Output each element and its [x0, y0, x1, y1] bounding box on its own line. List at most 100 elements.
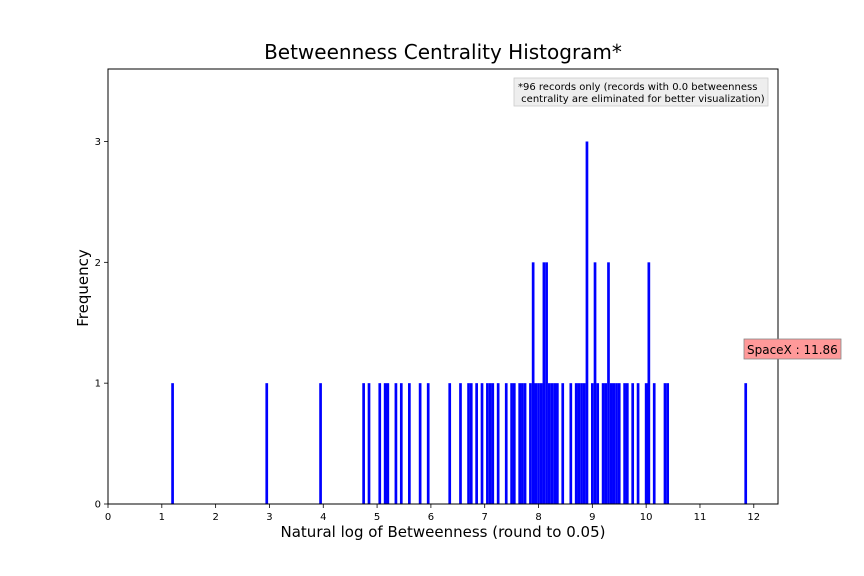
histogram-bar [448, 383, 452, 504]
x-tick-label: 8 [535, 512, 541, 523]
histogram-bar [569, 383, 573, 504]
histogram-bar [545, 262, 548, 504]
histogram-bar [550, 383, 554, 504]
histogram-bar [319, 383, 322, 504]
histogram-bar [537, 383, 540, 504]
histogram-bar [666, 383, 670, 504]
histogram-bar [491, 383, 495, 504]
x-tick-label: 0 [105, 512, 111, 523]
x-tick-label: 5 [374, 512, 380, 523]
histogram-bar [378, 383, 382, 504]
spacex-callout-text: SpaceX : 11.86 [747, 343, 838, 357]
histogram-bar [663, 383, 667, 504]
histogram-bar [615, 383, 618, 504]
histogram-bar [577, 383, 581, 504]
histogram-bar [496, 383, 500, 504]
histogram-bar [504, 383, 508, 504]
x-tick-label: 7 [482, 512, 488, 523]
x-axis-ticks: 0 1 2 3 4 5 6 7 8 9 10 11 12 [105, 504, 760, 523]
histogram-bar [486, 383, 489, 504]
histogram-bar [596, 383, 600, 504]
histogram-bar [529, 383, 532, 504]
histogram-bar [488, 383, 492, 504]
chart-title: Betweenness Centrality Histogram* [264, 40, 622, 64]
y-axis-ticks: 0 1 2 3 [95, 137, 108, 511]
histogram-bar [521, 383, 524, 504]
histogram-bar [386, 383, 390, 504]
histogram-bar [459, 383, 462, 504]
x-tick-label: 11 [694, 512, 707, 523]
histogram-bar [612, 383, 616, 504]
histogram-bar [553, 383, 557, 504]
histogram-bar [394, 383, 398, 504]
histogram-bar [523, 383, 527, 504]
histogram-bar [171, 383, 174, 504]
histogram-bar [475, 383, 478, 504]
records-note-text: *96 records only (records with 0.0 betwe… [518, 82, 765, 105]
histogram-bar [604, 383, 608, 504]
histogram-bar [510, 383, 513, 504]
x-tick-label: 2 [212, 512, 218, 523]
histogram-bar [590, 383, 594, 504]
histogram-bar [585, 141, 589, 504]
histogram-bar [617, 383, 621, 504]
histogram-bar [623, 383, 626, 504]
histogram-bar [582, 383, 586, 504]
histogram-bar [480, 383, 484, 504]
x-tick-label: 6 [428, 512, 434, 523]
histogram-bar [408, 383, 411, 504]
histogram-bar [467, 383, 470, 504]
histogram-bar [531, 262, 535, 504]
x-tick-label: 1 [159, 512, 165, 523]
records-note: *96 records only (records with 0.0 betwe… [513, 77, 769, 107]
histogram-bar [426, 383, 430, 504]
x-tick-label: 9 [589, 512, 595, 523]
bars-group [171, 141, 748, 504]
histogram-bar [362, 383, 365, 504]
records-note-line: *96 records only (records with 0.0 betwe… [518, 82, 757, 93]
plot-frame [107, 68, 779, 505]
records-note-line: centrality are eliminated for better vis… [518, 94, 765, 105]
spacex-callout-box [743, 338, 842, 360]
histogram-bar [625, 383, 629, 504]
x-tick-label: 12 [747, 512, 760, 523]
histogram-bar [518, 383, 522, 504]
histogram-bar [561, 383, 565, 504]
histogram-bar [744, 383, 748, 504]
histogram-bar [539, 383, 543, 504]
y-tick-label: 0 [95, 500, 101, 511]
histogram-bar [265, 383, 269, 504]
x-tick-label: 3 [266, 512, 272, 523]
histogram-bar [534, 383, 538, 504]
histogram-bar [609, 383, 613, 504]
histogram-bar [601, 383, 605, 504]
y-tick-label: 1 [95, 379, 101, 390]
histogram-bar [367, 383, 371, 504]
x-tick-label: 4 [320, 512, 326, 523]
histogram-bar [547, 383, 551, 504]
histogram-bar [383, 383, 387, 504]
histogram-bar [574, 383, 578, 504]
histogram-bar [644, 383, 648, 504]
histogram-bar [418, 383, 422, 504]
x-tick-label: 10 [640, 512, 653, 523]
histogram-bar [652, 383, 656, 504]
histogram-bar [607, 262, 610, 504]
spacex-callout: SpaceX : 11.86 [743, 338, 842, 360]
x-axis-label: Natural log of Betweenness (round to 0.0… [281, 523, 606, 541]
histogram-bar [399, 383, 403, 504]
y-axis-label: Frequency [74, 249, 92, 327]
histogram-bar [580, 383, 583, 504]
records-note-box [513, 77, 769, 107]
histogram-bar [512, 383, 516, 504]
histogram-bar [469, 383, 473, 504]
histogram-bar [593, 262, 597, 504]
histogram-bar [542, 262, 546, 504]
histogram-bar [556, 383, 559, 504]
y-tick-label: 2 [95, 258, 101, 269]
histogram-bar [636, 383, 640, 504]
y-tick-label: 3 [95, 137, 101, 148]
histogram-bar [631, 383, 635, 504]
histogram-bar [647, 262, 651, 504]
